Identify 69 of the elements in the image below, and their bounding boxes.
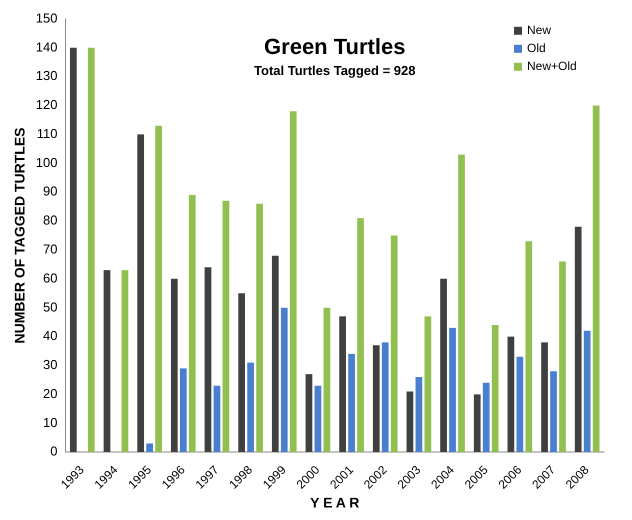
bar [88, 48, 95, 452]
bar [357, 218, 364, 452]
bar [458, 154, 465, 452]
bar [525, 241, 532, 452]
bar [474, 394, 481, 452]
bar [516, 356, 524, 452]
bar [390, 235, 398, 452]
bar [280, 308, 288, 452]
bar [482, 382, 490, 452]
bar [155, 126, 162, 452]
y-tick-label: 110 [36, 126, 58, 141]
bar [247, 362, 254, 452]
bar [146, 443, 153, 452]
bar [104, 270, 110, 452]
bar [559, 261, 566, 452]
legend-label: New+Old [527, 59, 577, 74]
x-axis-title: Y E A R [310, 494, 360, 510]
y-tick-label: 130 [36, 68, 58, 84]
y-tick-label: 70 [43, 241, 58, 256]
y-tick-label: 0 [50, 444, 58, 459]
bar [574, 226, 582, 452]
bar [306, 374, 312, 452]
y-tick-label: 60 [43, 270, 58, 286]
bar [416, 377, 422, 452]
bar [424, 316, 432, 452]
y-tick-label: 150 [36, 10, 58, 26]
y-tick-label: 40 [43, 328, 58, 344]
bar [449, 328, 456, 452]
bar [188, 195, 196, 452]
y-tick-label: 50 [43, 299, 58, 314]
text: Total Turtles Tagged = 928 [254, 62, 416, 78]
bar [592, 105, 600, 452]
y-tick-label: 30 [43, 357, 58, 372]
bar [137, 134, 144, 452]
bar [222, 200, 230, 452]
bar [492, 325, 499, 452]
bar [214, 386, 220, 452]
legend-label: Old [527, 41, 546, 56]
bar [372, 345, 380, 452]
bar [541, 342, 548, 452]
bar [70, 48, 77, 452]
bar [180, 368, 187, 452]
bar [348, 354, 355, 452]
bar [290, 111, 297, 452]
bar [272, 256, 279, 452]
bar [584, 330, 591, 452]
y-axis-title: NUMBER OF TAGGED TURTLES [11, 127, 28, 344]
bar [122, 270, 128, 452]
bar [204, 267, 212, 452]
bar [339, 316, 346, 452]
y-tick-label: 90 [43, 184, 58, 199]
bar [324, 308, 330, 452]
text: Green Turtles [264, 34, 406, 59]
y-tick-label: 10 [43, 414, 58, 430]
y-tick-label: 20 [43, 386, 58, 401]
bar [256, 204, 263, 452]
y-tick-label: 120 [36, 97, 58, 112]
bar [508, 336, 514, 452]
legend-label: New [527, 23, 552, 38]
bar [238, 293, 245, 452]
bar [314, 386, 322, 452]
bar [382, 342, 389, 452]
y-tick-label: 80 [43, 212, 58, 228]
bar [170, 278, 178, 452]
bar [550, 371, 557, 452]
y-tick-label: 100 [36, 154, 58, 170]
bar [440, 278, 447, 452]
bar [406, 391, 414, 452]
y-tick-label: 140 [36, 39, 58, 54]
